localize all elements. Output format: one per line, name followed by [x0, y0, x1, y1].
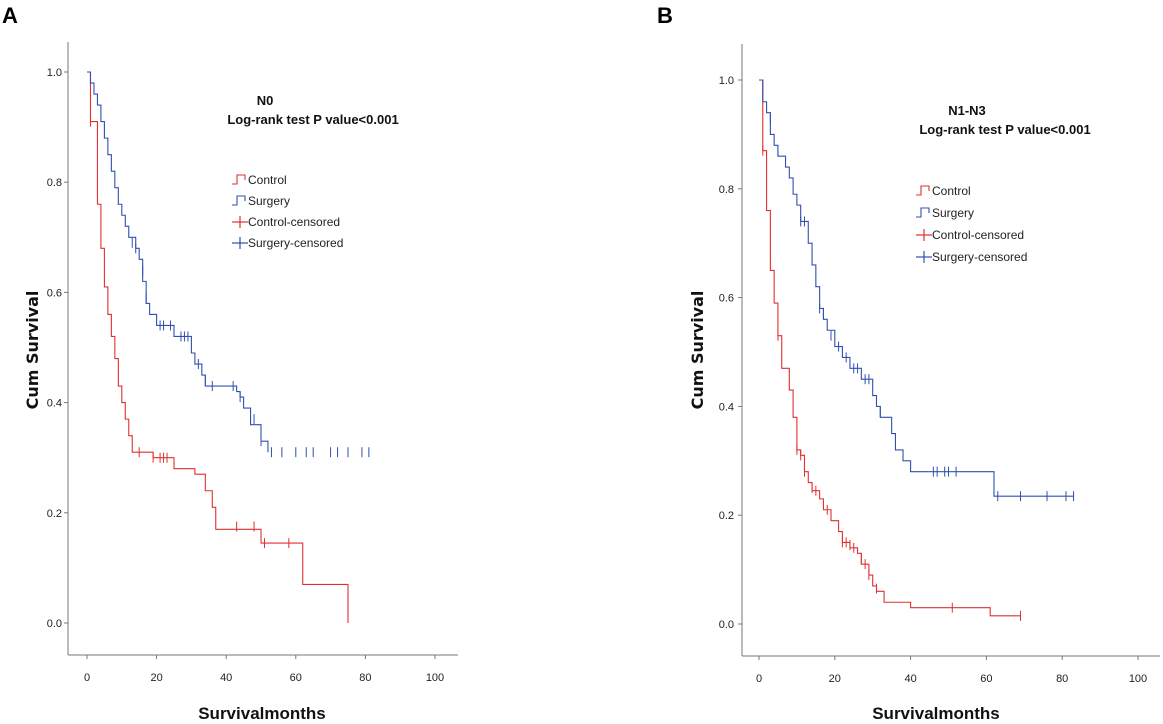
panel-b-ylabel: Cum Survival: [688, 291, 707, 410]
panel-a-ylabel: Cum Survival: [23, 291, 42, 410]
legend-label: Control: [932, 184, 971, 198]
legend-label: Control-censored: [932, 228, 1024, 242]
y-tick-label: 0.6: [47, 287, 62, 299]
panel-b-ticks: 0 20 40 60 80 100 0.0 0.2 0.4 0.6 0.8 1.0: [719, 75, 1147, 685]
x-tick-label: 20: [829, 673, 841, 685]
x-tick-label: 40: [904, 673, 916, 685]
panel-a-title: N0: [257, 93, 274, 108]
panel-a-ticks: 0 20 40 60 80 100 0.0 0.2 0.4 0.6 0.8 1.0: [47, 67, 444, 684]
x-tick-label: 80: [1056, 673, 1068, 685]
x-tick-label: 100: [426, 672, 444, 684]
x-tick-label: 60: [290, 672, 302, 684]
legend-label: Control: [248, 173, 287, 187]
y-tick-label: 0.8: [719, 184, 734, 196]
legend-symbol-step: [916, 207, 930, 218]
legend-label: Surgery: [248, 194, 290, 208]
y-tick-label: 0.0: [47, 618, 62, 630]
y-tick-label: 1.0: [719, 75, 734, 87]
x-tick-label: 100: [1129, 673, 1147, 685]
legend-label: Surgery-censored: [932, 250, 1027, 264]
y-tick-label: 0.0: [719, 619, 734, 631]
x-tick-label: 60: [980, 673, 992, 685]
panel-b-series: [759, 79, 1075, 621]
legend-symbol-step: [232, 174, 246, 185]
x-tick-label: 0: [84, 672, 90, 684]
legend-label: Surgery: [932, 206, 974, 220]
series-line-control: [759, 79, 1021, 617]
legend-label: Surgery-censored: [248, 236, 343, 250]
y-tick-label: 0.2: [47, 508, 62, 520]
series-line-control: [87, 71, 349, 623]
legend-symbol-step: [916, 185, 930, 196]
panel-b: B 0 20 40 60 80 100 0.0 0.2 0.4 0.6 0.8 1.0 N1-N3 L…: [657, 3, 1160, 723]
panel-a-annotation: Log-rank test P value<0.001: [227, 112, 398, 127]
panel-a-xlabel: Survivalmonths: [198, 704, 326, 723]
y-tick-label: 0.2: [719, 510, 734, 522]
x-tick-label: 40: [220, 672, 232, 684]
panel-a: A 0 20 40 60 80 100 0.0 0.2 0.4 0.6 0.8 1.0 N0 Log-…: [2, 3, 458, 723]
panel-a-legend: Control Surgery Control-censored Surgery-ce…: [232, 173, 343, 250]
y-tick-label: 0.4: [719, 401, 734, 413]
panel-a-series: [87, 71, 370, 623]
y-tick-label: 0.4: [47, 398, 62, 410]
panel-b-xlabel: Survivalmonths: [872, 704, 1000, 723]
x-tick-label: 0: [756, 673, 762, 685]
legend-symbol-step: [232, 195, 246, 206]
panel-b-annotation: Log-rank test P value<0.001: [919, 122, 1090, 137]
x-tick-label: 20: [150, 672, 162, 684]
legend-label: Control-censored: [248, 215, 340, 229]
panel-b-letter: B: [657, 3, 673, 28]
panel-b-legend: Control Surgery Control-censored Surgery-ce…: [916, 184, 1027, 264]
y-tick-label: 1.0: [47, 67, 62, 79]
series-line-surgery: [87, 71, 269, 453]
panel-b-title: N1-N3: [948, 103, 986, 118]
panel-a-letter: A: [2, 3, 18, 28]
y-tick-label: 0.8: [47, 177, 62, 189]
x-tick-label: 80: [359, 672, 371, 684]
y-tick-label: 0.6: [719, 293, 734, 305]
series-line-surgery: [759, 79, 1074, 497]
